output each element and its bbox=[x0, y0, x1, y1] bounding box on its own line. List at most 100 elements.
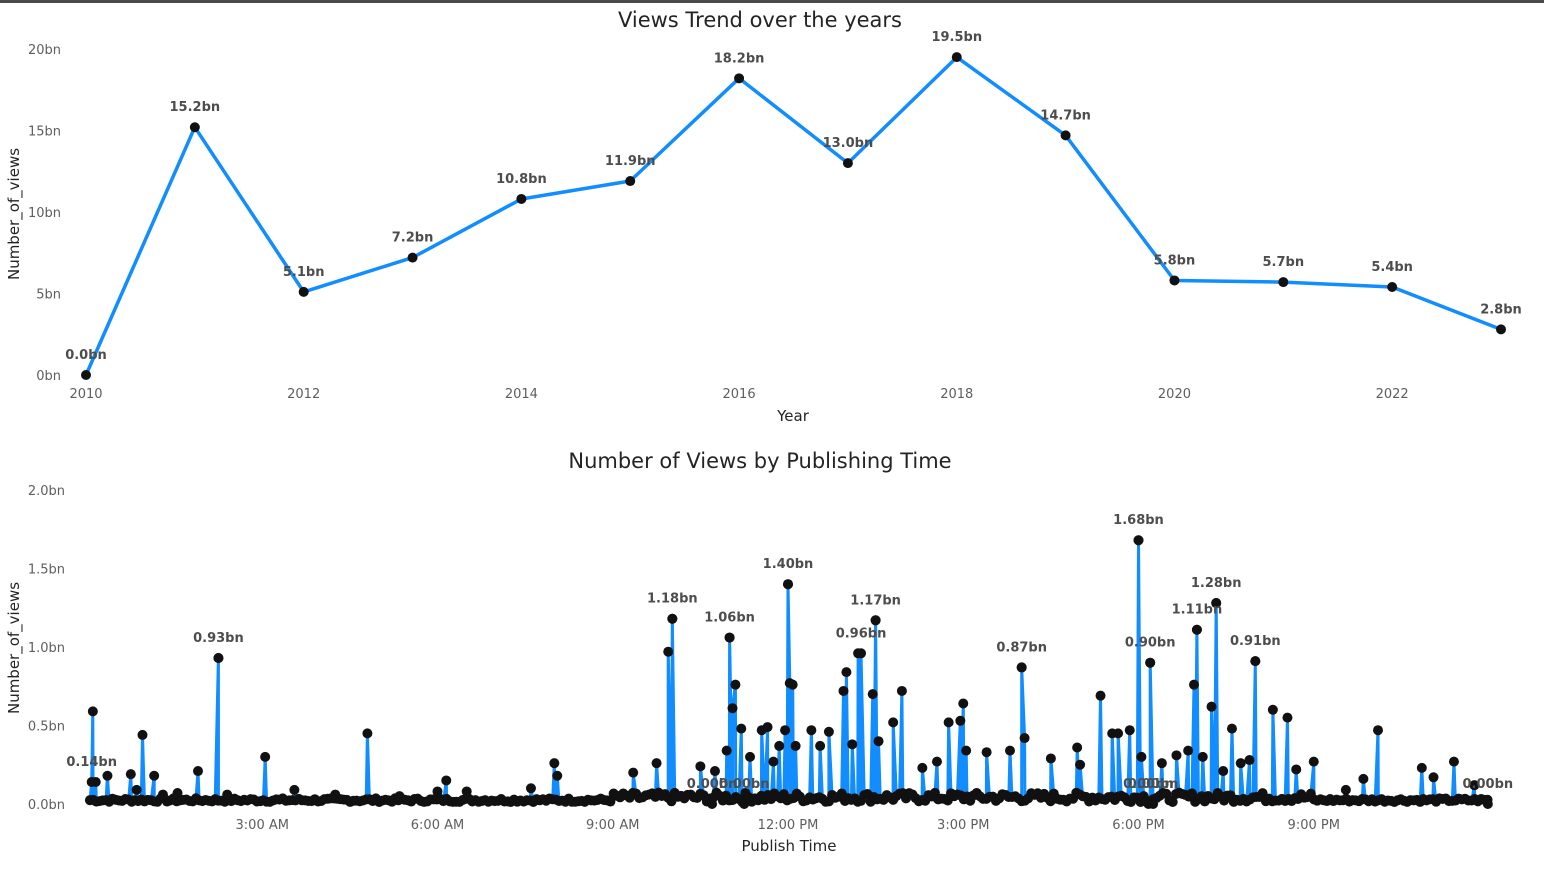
data-point bbox=[81, 370, 91, 380]
data-point bbox=[1340, 784, 1351, 795]
data-point bbox=[870, 615, 881, 626]
data-point bbox=[1267, 704, 1278, 715]
data-point bbox=[441, 775, 452, 786]
data-point bbox=[739, 799, 750, 809]
x-tick-label: 2010 bbox=[69, 387, 102, 402]
y-tick-label: 2.0bn bbox=[28, 484, 65, 499]
data-point bbox=[525, 783, 536, 794]
data-point bbox=[1191, 624, 1202, 635]
data-point bbox=[1218, 766, 1229, 777]
series-line bbox=[84, 55, 1502, 376]
data-point bbox=[87, 706, 98, 717]
x-tick-label: 6:00 AM bbox=[411, 818, 464, 833]
data-point bbox=[806, 725, 817, 736]
data-point bbox=[137, 729, 148, 740]
data-point bbox=[783, 579, 793, 590]
chart-title: Views Trend over the years bbox=[618, 8, 902, 32]
data-point bbox=[1133, 535, 1144, 546]
data-label: 0.00bn bbox=[687, 777, 738, 792]
data-point bbox=[847, 739, 858, 750]
data-label: 0.0bn bbox=[65, 348, 107, 363]
data-point bbox=[1206, 701, 1217, 712]
data-point bbox=[651, 758, 662, 769]
data-point bbox=[222, 789, 233, 800]
data-point bbox=[1197, 751, 1208, 762]
data-label: 0.93bn bbox=[193, 631, 244, 646]
data-point bbox=[1244, 755, 1255, 766]
data-point bbox=[838, 685, 849, 696]
data-label: 1.68bn bbox=[1113, 513, 1164, 528]
data-label: 19.5bn bbox=[931, 30, 982, 45]
data-point bbox=[125, 769, 136, 780]
data-point bbox=[815, 740, 826, 751]
x-tick-label: 9:00 PM bbox=[1288, 818, 1340, 833]
x-tick-label: 2012 bbox=[287, 387, 320, 402]
data-point bbox=[774, 740, 785, 751]
views-trend-chart: Views Trend over the years Year Number_o… bbox=[5, 8, 1522, 425]
data-point bbox=[298, 286, 309, 297]
x-tick-label: 2016 bbox=[723, 387, 756, 402]
data-point bbox=[951, 52, 962, 63]
data-point bbox=[961, 745, 972, 756]
data-point bbox=[1226, 723, 1237, 734]
data-label: 1.17bn bbox=[850, 593, 901, 608]
data-point bbox=[628, 767, 639, 778]
x-tick-label: 9:00 AM bbox=[586, 818, 639, 833]
data-point bbox=[1250, 656, 1261, 667]
top-border bbox=[0, 0, 1544, 3]
data-label: 2.8bn bbox=[1480, 302, 1522, 317]
data-label: 0.87bn bbox=[996, 640, 1047, 655]
data-point bbox=[1428, 772, 1439, 783]
data-point bbox=[1075, 759, 1086, 770]
data-point bbox=[1004, 745, 1015, 756]
data-point bbox=[625, 176, 636, 187]
data-point bbox=[516, 193, 527, 204]
data-point bbox=[1358, 773, 1369, 784]
data-point bbox=[1148, 799, 1159, 809]
data-point bbox=[955, 715, 966, 726]
data-point bbox=[1482, 799, 1493, 809]
data-point bbox=[605, 796, 616, 807]
data-point bbox=[1278, 277, 1289, 288]
data-point bbox=[842, 158, 853, 169]
y-axis-title: Number_of_views bbox=[5, 582, 24, 714]
chart-title: Number of Views by Publishing Time bbox=[568, 449, 951, 473]
data-point bbox=[1113, 728, 1124, 739]
y-tick-label: 15bn bbox=[28, 125, 61, 140]
data-point bbox=[724, 632, 735, 643]
data-label: 0.91bn bbox=[1230, 634, 1281, 649]
data-point bbox=[1448, 756, 1459, 767]
data-label: 0.00bn bbox=[1463, 777, 1514, 792]
data-point bbox=[289, 784, 300, 795]
x-tick-label: 12:00 PM bbox=[758, 818, 819, 833]
data-label: 0.00bn bbox=[1123, 777, 1174, 792]
data-label: 1.28bn bbox=[1191, 576, 1242, 591]
data-point bbox=[1291, 764, 1302, 775]
data-point bbox=[90, 777, 101, 788]
data-point bbox=[394, 791, 405, 802]
data-point bbox=[552, 770, 563, 781]
data-label: 1.11bn bbox=[1172, 603, 1223, 618]
data-point bbox=[727, 703, 738, 714]
data-label: 0.00bn bbox=[1128, 777, 1179, 792]
data-point bbox=[192, 766, 203, 777]
x-tick-label: 2022 bbox=[1376, 387, 1409, 402]
data-point bbox=[1072, 742, 1083, 753]
data-point bbox=[981, 747, 992, 758]
data-point bbox=[1019, 733, 1030, 744]
data-point bbox=[1171, 750, 1182, 761]
data-point bbox=[888, 717, 899, 728]
data-label: 0.00bn bbox=[719, 777, 770, 792]
data-label: 1.18bn bbox=[647, 592, 698, 607]
data-point bbox=[157, 789, 168, 800]
data-point bbox=[841, 667, 852, 678]
data-point bbox=[736, 723, 747, 734]
data-point bbox=[787, 679, 798, 690]
data-point bbox=[707, 799, 718, 809]
y-tick-label: 0.0bn bbox=[28, 798, 65, 813]
data-point bbox=[873, 736, 884, 747]
data-point bbox=[762, 722, 773, 733]
data-point bbox=[896, 685, 907, 696]
data-point bbox=[1145, 657, 1156, 668]
x-axis-title: Year bbox=[776, 407, 810, 425]
